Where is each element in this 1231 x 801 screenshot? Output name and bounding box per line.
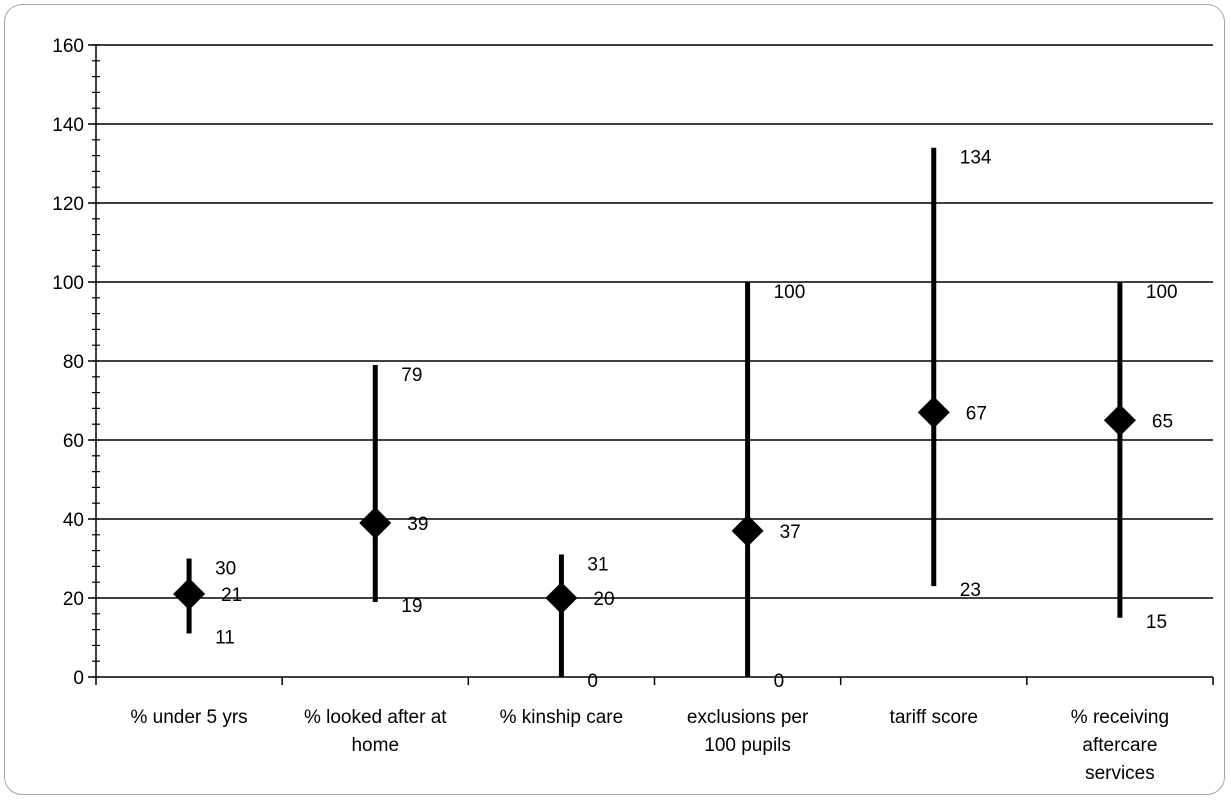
gridlines — [96, 44, 1213, 599]
data-labels: 30 21 11 79 39 19 31 20 0 100 37 0 134 67 23 100 65 15 — [215, 148, 1178, 692]
x-axis-labels: % under 5 yrs % looked after at home % kins… — [130, 707, 1169, 784]
x-tick-label: exclusions per — [687, 707, 809, 728]
median-diamond — [173, 578, 206, 611]
data-label-mid: 20 — [593, 589, 614, 610]
x-tick-label: home — [351, 735, 399, 756]
x-tick-label: % under 5 yrs — [130, 707, 247, 728]
data-label-low: 23 — [960, 580, 981, 601]
median-diamond — [1103, 404, 1136, 437]
data-label-high: 100 — [1146, 282, 1178, 303]
data-label-low: 11 — [215, 628, 235, 649]
x-tick-label: services — [1085, 763, 1155, 784]
y-tick-label: 80 — [63, 352, 84, 373]
data-label-mid: 37 — [780, 522, 801, 543]
median-diamond — [917, 396, 950, 429]
y-tick-label: 140 — [52, 115, 84, 136]
y-tick-label: 160 — [52, 36, 84, 57]
y-tick-label: 40 — [63, 510, 84, 531]
data-label-low: 15 — [1146, 612, 1167, 633]
x-tick-label: tariff score — [890, 707, 978, 728]
data-label-mid: 67 — [966, 403, 987, 424]
data-label-low: 0 — [587, 671, 598, 692]
median-diamond — [731, 514, 764, 547]
y-tick-label: 120 — [52, 194, 84, 215]
data-label-high: 31 — [587, 555, 608, 576]
x-tick-label: % receiving — [1071, 707, 1169, 728]
axes — [88, 44, 1214, 685]
data-label-high: 30 — [215, 559, 236, 580]
y-tick-label: 0 — [73, 668, 84, 689]
data-label-low: 0 — [774, 671, 785, 692]
y-tick-label: 20 — [63, 589, 84, 610]
median-diamond — [545, 582, 578, 614]
data-label-high: 100 — [774, 282, 806, 303]
median-diamond — [359, 506, 392, 539]
data-label-mid: 21 — [221, 585, 242, 606]
data-label-high: 134 — [960, 148, 992, 169]
x-tick-label: % looked after at — [304, 707, 447, 728]
range-marks — [173, 147, 1136, 677]
y-tick-label: 60 — [63, 431, 84, 452]
y-axis-ticks: 0 20 40 60 80 100 120 140 160 — [52, 36, 84, 689]
data-label-mid: 39 — [407, 514, 428, 535]
x-tick-label: % kinship care — [500, 707, 624, 728]
data-label-low: 19 — [401, 596, 422, 617]
data-label-high: 79 — [401, 365, 422, 386]
data-label-mid: 65 — [1152, 411, 1173, 432]
y-tick-label: 100 — [52, 273, 84, 294]
x-tick-label: 100 pupils — [704, 735, 791, 756]
x-tick-label: aftercare — [1082, 735, 1157, 756]
chart-frame — [4, 4, 1225, 795]
